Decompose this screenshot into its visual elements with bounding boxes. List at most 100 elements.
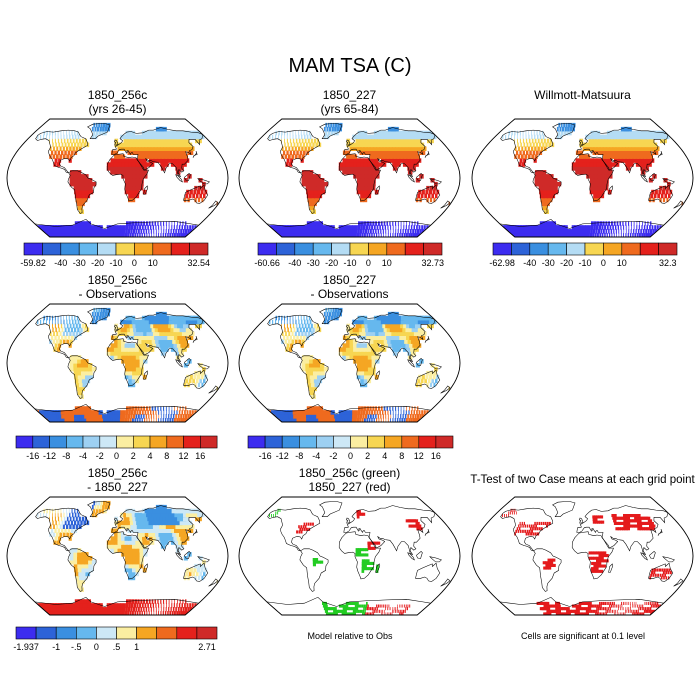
grid-cell — [369, 150, 374, 155]
colorbar-tick-label: 0 — [94, 642, 99, 652]
grid-cell — [81, 378, 87, 384]
grid-cell — [158, 504, 165, 510]
grid-cell — [315, 142, 318, 148]
grid-cell — [157, 327, 164, 333]
grid-cell — [155, 504, 162, 510]
significant-cell — [385, 612, 387, 615]
grid-cell — [342, 162, 347, 167]
significant-cell — [543, 612, 547, 615]
grid-cell — [112, 603, 116, 608]
grid-cell — [402, 347, 408, 352]
grid-cell — [295, 315, 296, 321]
grid-cell — [408, 225, 410, 230]
grid-cell — [417, 233, 420, 237]
grid-cell — [76, 315, 79, 321]
significant-cell — [592, 515, 596, 519]
grid-cell — [64, 611, 71, 615]
grid-cell — [305, 366, 310, 372]
grid-cell — [336, 414, 341, 419]
grid-cell — [313, 414, 319, 419]
grid-cell — [122, 225, 126, 230]
grid-cell — [609, 154, 615, 159]
grid-cell — [407, 170, 413, 175]
grid-cell — [149, 331, 155, 336]
colorbar-tick-label: -10 — [343, 258, 356, 268]
grid-cell — [187, 359, 192, 364]
grid-cell — [73, 366, 78, 372]
grid-cell — [56, 532, 59, 537]
grid-cell — [396, 327, 402, 333]
grid-cell — [61, 520, 64, 526]
grid-cell — [73, 178, 78, 183]
grid-cell — [542, 174, 547, 179]
grid-cell — [290, 158, 294, 163]
grid-cell — [143, 221, 146, 226]
grid-cell — [123, 138, 128, 144]
grid-cell — [133, 225, 136, 230]
grid-cell — [163, 607, 165, 612]
grid-cell — [526, 229, 533, 234]
grid-cell — [141, 154, 147, 159]
significant-cell — [626, 527, 630, 531]
grid-cell — [286, 130, 288, 136]
grid-cell — [306, 229, 312, 234]
significant-cell — [385, 607, 386, 611]
grid-cell — [144, 150, 149, 155]
significant-cell — [347, 612, 350, 615]
grid-cell — [367, 374, 372, 380]
grid-cell — [285, 331, 287, 336]
grid-cell — [63, 229, 70, 234]
grid-cell — [354, 225, 358, 230]
grid-cell — [93, 315, 96, 321]
grid-cell — [308, 130, 311, 136]
grid-cell — [75, 575, 81, 581]
grid-cell — [650, 221, 652, 226]
significant-cell — [617, 527, 621, 531]
significant-cell — [543, 604, 548, 608]
grid-cell — [54, 611, 62, 615]
grid-cell — [120, 532, 126, 537]
grid-cell — [605, 229, 608, 234]
grid-cell — [352, 134, 356, 140]
significant-cell — [531, 529, 533, 533]
grid-cell — [363, 319, 368, 325]
grid-cell — [113, 162, 119, 167]
grid-cell — [124, 166, 129, 171]
grid-cell — [135, 374, 140, 380]
grid-cell — [74, 567, 79, 573]
grid-cell — [426, 134, 434, 140]
grid-cell — [371, 142, 376, 148]
grid-cell — [148, 142, 154, 148]
grid-cell — [94, 504, 97, 510]
grid-cell — [52, 134, 53, 140]
grid-cell — [425, 374, 429, 380]
colorbar-tick-label: 4 — [382, 451, 387, 461]
grid-cell — [74, 233, 80, 237]
grid-cell — [315, 406, 321, 411]
grid-cell — [389, 134, 395, 140]
significant-cell — [369, 561, 372, 565]
grid-cell — [404, 146, 410, 151]
grid-cell — [193, 315, 201, 321]
grid-cell — [112, 414, 116, 419]
grid-cell — [154, 134, 160, 140]
grid-cell — [279, 410, 286, 415]
grid-cell — [77, 134, 80, 140]
grid-cell — [421, 225, 424, 230]
grid-cell — [426, 185, 430, 191]
colorbar-swatch — [156, 626, 178, 640]
grid-cell — [147, 516, 153, 522]
grid-cell — [60, 512, 62, 518]
grid-cell — [144, 410, 147, 415]
grid-cell — [298, 315, 299, 321]
grid-cell — [124, 370, 129, 376]
grid-cell — [288, 154, 291, 159]
grid-cell — [50, 418, 58, 422]
significant-cell — [298, 530, 301, 534]
grid-cell — [367, 178, 373, 183]
grid-cell — [313, 185, 318, 191]
grid-cell — [367, 323, 372, 329]
grid-cell — [404, 331, 410, 336]
grid-cell — [378, 418, 380, 422]
grid-cell — [401, 418, 404, 422]
